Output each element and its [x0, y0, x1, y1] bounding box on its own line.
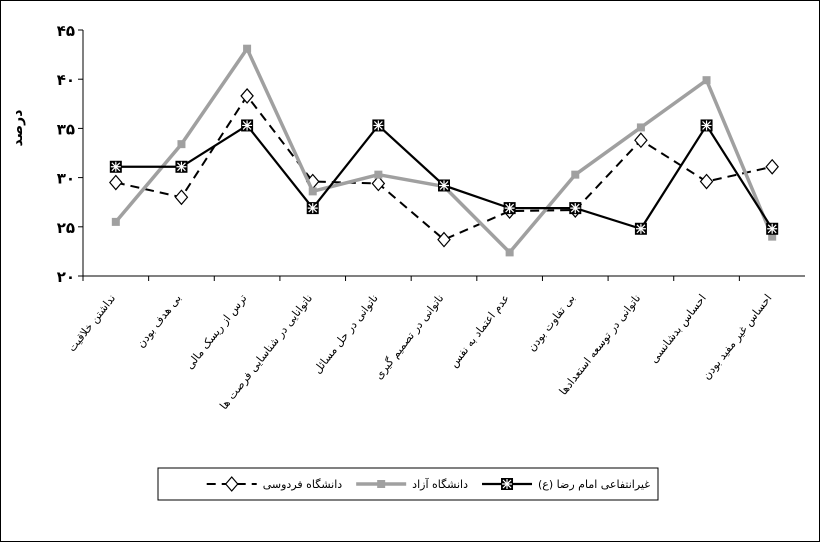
- point: [437, 231, 451, 248]
- point: [699, 173, 714, 190]
- point: [175, 160, 188, 173]
- point: [634, 132, 648, 149]
- point-star: [242, 120, 253, 131]
- legend-label: دانشگاه فردوسی: [263, 478, 343, 491]
- legend-marker: [377, 480, 386, 488]
- point-star: [176, 161, 187, 172]
- y-axis-label: درصد: [10, 110, 26, 147]
- point: [634, 222, 647, 235]
- point: [240, 88, 254, 104]
- point-star: [570, 203, 581, 214]
- point: [241, 119, 254, 132]
- y-tick-label: ۳۵: [57, 120, 75, 138]
- point: [243, 44, 252, 53]
- point: [111, 217, 120, 226]
- series-line: [115, 94, 773, 241]
- point: [505, 248, 514, 257]
- point: [501, 478, 514, 490]
- point: [571, 170, 580, 179]
- point: [636, 123, 645, 132]
- point: [174, 189, 189, 206]
- point: [569, 202, 582, 215]
- point: [700, 119, 713, 132]
- point-star: [504, 203, 515, 214]
- point: [377, 480, 386, 488]
- point-star: [307, 203, 318, 214]
- point: [371, 175, 386, 192]
- y-tick-label: ۳۰: [57, 170, 75, 188]
- point: [109, 160, 122, 173]
- point: [503, 202, 516, 215]
- point: [177, 140, 186, 149]
- legend-label: غیرانتفاعی امام رضا (ع): [538, 478, 650, 491]
- point: [224, 476, 239, 492]
- y-tick-label: ۴۵: [57, 22, 75, 40]
- point: [438, 179, 450, 192]
- point: [702, 76, 711, 85]
- point: [372, 119, 385, 132]
- point-star: [110, 161, 121, 172]
- point: [768, 232, 777, 241]
- legend-label: دانشگاه آزاد: [412, 477, 468, 491]
- point-star: [373, 120, 384, 131]
- point: [766, 222, 779, 235]
- point-star: [701, 120, 712, 131]
- point-star: [767, 223, 778, 234]
- point: [374, 170, 383, 179]
- legend-marker: [501, 478, 514, 490]
- point: [765, 158, 779, 175]
- point-star: [502, 479, 513, 489]
- point-star: [439, 180, 449, 191]
- legend-marker: [224, 476, 239, 492]
- point: [308, 187, 317, 196]
- y-tick-label: ۲۵: [57, 219, 75, 237]
- point-star: [635, 223, 646, 234]
- point: [306, 202, 319, 215]
- y-tick-label: ۲۰: [57, 268, 75, 286]
- y-tick-label: ۴۰: [57, 71, 75, 89]
- point: [109, 174, 123, 191]
